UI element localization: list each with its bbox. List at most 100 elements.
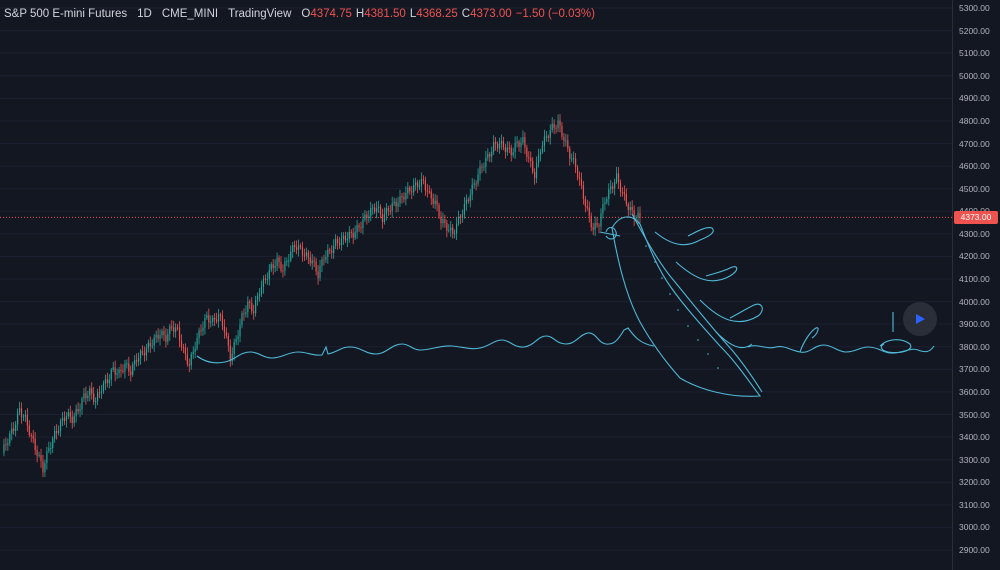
candle-body [377,206,380,209]
candle-body [428,191,430,193]
price-axis[interactable]: 5300.00 5200.00 5100.00 5000.00 4900.00 4800.… [952,0,1000,570]
candle-body [3,444,5,453]
candle-body [344,235,346,241]
candle-body [584,199,586,207]
candle-body [381,213,384,223]
candle-body [582,185,585,200]
candle-body [57,430,60,433]
candle-body [450,227,452,231]
candle-body [307,252,309,258]
drawing-ship-fingers[interactable] [654,227,763,349]
symbol-name[interactable]: S&P 500 E-mini Futures [4,8,128,20]
candle-body [299,245,302,248]
candle-body [196,337,198,349]
candle-body [276,257,278,266]
candle-body [264,278,266,280]
candle-body [65,416,67,421]
candle-body [637,212,639,218]
play-icon [916,314,925,324]
candle-body [588,207,590,216]
drawing-ship-deck[interactable] [631,213,763,393]
candle-body [169,326,171,335]
candle-body [18,408,21,413]
candle-body [132,364,134,375]
candle-body [463,203,466,215]
candle-body [338,243,341,246]
interval-label[interactable]: 1D [137,8,152,20]
candle-body [44,463,46,473]
exchange-label: CME_MINI [161,8,219,20]
price-tick: 3100.00 [959,499,990,510]
drawing-ship-line[interactable] [599,226,621,240]
candle-body [327,249,329,258]
candle-body [372,207,374,209]
candle-body [128,363,130,372]
candle-body [526,147,528,158]
candle-body [116,373,118,375]
candle-body [163,330,165,336]
candle-body [9,433,11,444]
candle-body [89,388,91,396]
candle-body [461,214,464,218]
candle-body [260,286,263,295]
candle-body [294,245,296,248]
candle-body [48,448,50,452]
candle-body [30,435,32,437]
drawing-swimmer-right[interactable] [799,312,912,354]
low-label: L [409,8,417,20]
candle-body [504,147,506,152]
candle-body [586,206,588,208]
price-tick: 3700.00 [959,364,990,375]
candle-body [20,408,23,417]
drawing-wave-line-right[interactable] [747,344,935,354]
candle-body [489,154,491,157]
candle-body [352,232,354,238]
candle-body [477,174,479,184]
candle-body [524,137,526,148]
candle-body [13,428,15,431]
candle-body [426,190,428,192]
candle-body [278,257,280,262]
candle-body [141,351,144,354]
candle-body [73,415,75,424]
candle-body [557,120,559,129]
replay-play-button[interactable] [903,302,937,336]
open-label: O [301,8,311,20]
candle-body [210,321,212,323]
candle-body [83,393,85,399]
price-tick: 4900.00 [959,93,990,104]
candle-body [81,398,83,410]
candle-body [506,147,508,152]
candle-body [192,351,194,354]
candle-body [331,250,333,253]
candle-body [159,335,161,339]
candlestick-chart[interactable] [0,0,952,570]
candle-body [251,302,253,312]
candle-body [325,257,327,260]
candle-body [393,201,395,204]
candle-body [122,370,124,372]
candle-body [483,166,485,168]
candle-body [153,337,155,346]
candle-body [551,123,553,130]
candle-body [69,412,71,417]
candle-body [444,219,446,223]
candle-body [598,225,600,227]
candle-body [547,136,549,138]
freehand-drawing[interactable] [196,213,935,397]
drawing-wave-line[interactable] [196,327,655,364]
candle-body [553,123,555,128]
candle-body [282,270,284,272]
candle-body [565,140,567,142]
candle-body [161,330,163,336]
candle-body [280,261,282,271]
candle-body [422,179,425,181]
candle-body [253,311,255,313]
candle-body [335,238,337,246]
price-tick: 3600.00 [959,386,990,397]
candle-body [617,173,620,183]
candle-body [290,251,292,261]
candle-body [508,147,510,149]
price-tick: 3900.00 [959,319,990,330]
